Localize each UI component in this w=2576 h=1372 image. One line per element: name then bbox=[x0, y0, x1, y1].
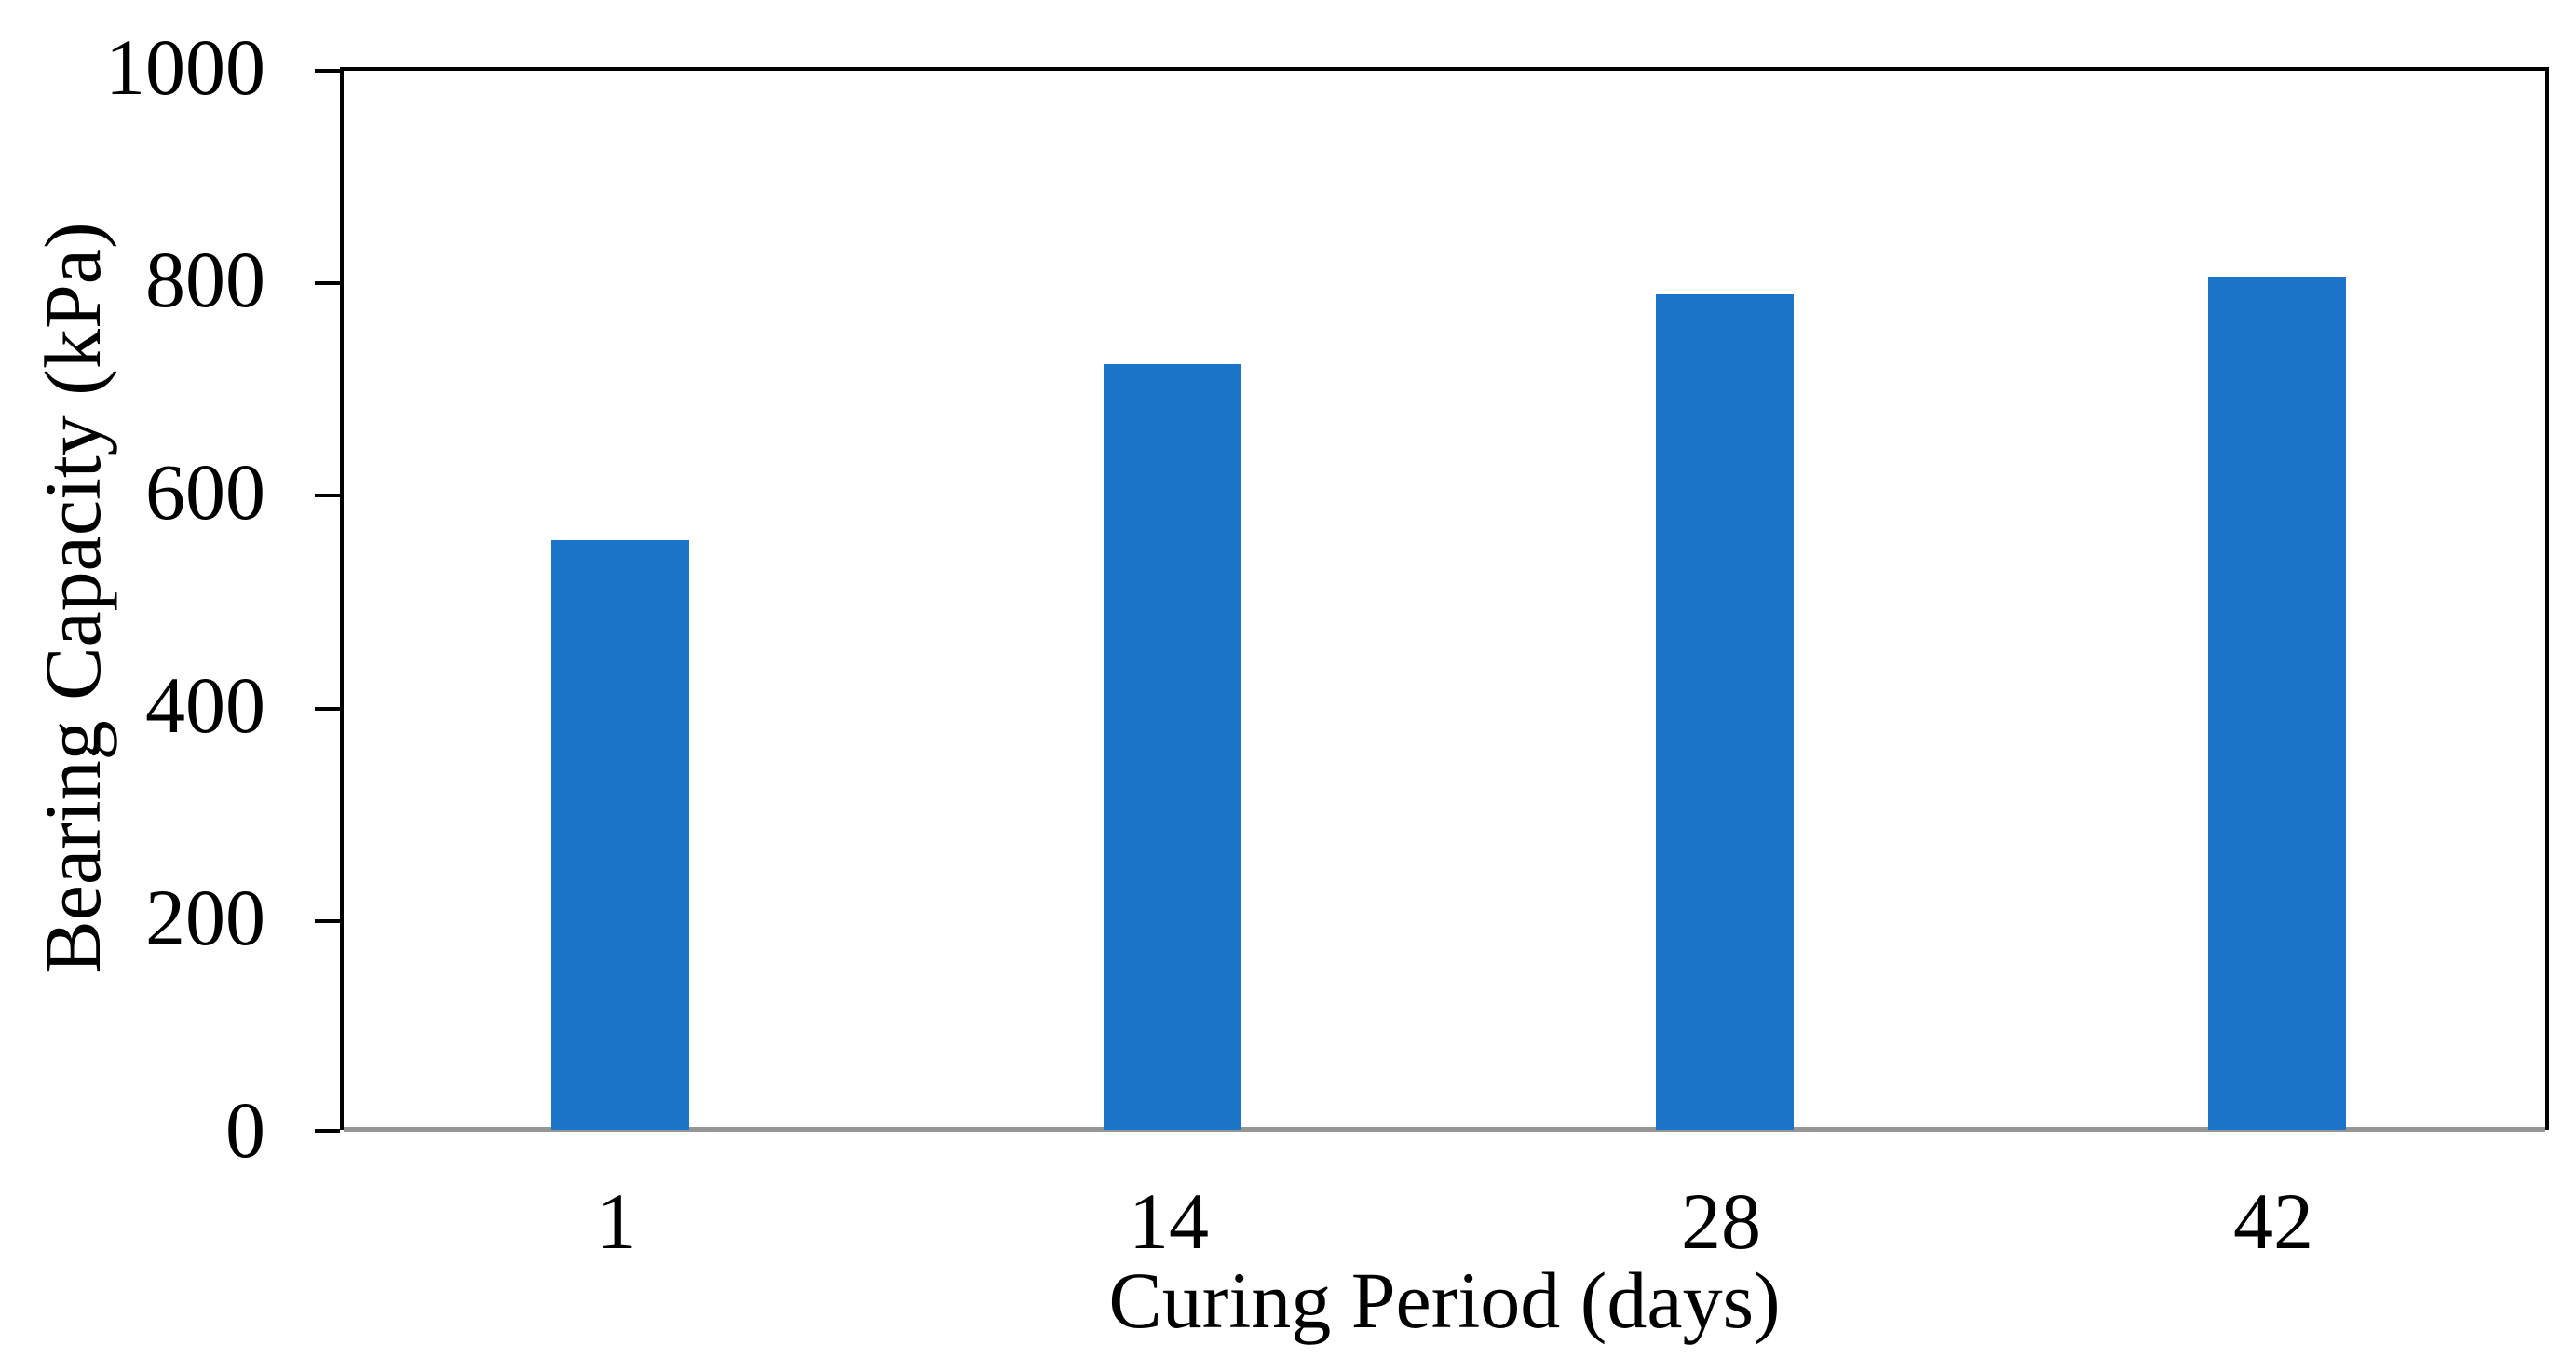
y-axis-tick bbox=[315, 494, 340, 498]
y-axis-tick bbox=[315, 69, 340, 73]
y-axis-tick bbox=[315, 1129, 340, 1133]
x-tick-label: 14 bbox=[1129, 1176, 1209, 1266]
y-tick-label: 200 bbox=[145, 872, 265, 962]
x-axis-baseline bbox=[344, 1127, 2545, 1132]
y-tick-label: 800 bbox=[145, 235, 265, 325]
x-axis-title: Curing Period (days) bbox=[1108, 1256, 1781, 1345]
x-tick-label: 42 bbox=[2233, 1176, 2313, 1266]
x-tick-label: 1 bbox=[596, 1176, 637, 1266]
plot-area bbox=[315, 67, 2549, 1133]
x-tick-label: 28 bbox=[1681, 1176, 1761, 1266]
y-tick-label: 1000 bbox=[105, 22, 265, 112]
y-axis-tick bbox=[315, 918, 340, 923]
y-axis-tick bbox=[315, 281, 340, 286]
y-tick-label: 0 bbox=[225, 1085, 265, 1175]
bar-14-days bbox=[1104, 364, 1241, 1130]
y-axis-tick bbox=[315, 706, 340, 711]
y-tick-label: 600 bbox=[145, 447, 265, 537]
y-tick-label: 400 bbox=[145, 659, 265, 750]
bar-28-days bbox=[1656, 294, 1794, 1130]
bar-1-days bbox=[551, 540, 689, 1130]
y-axis-title: Bearing Capacity (kPa) bbox=[28, 222, 117, 974]
bar-42-days bbox=[2208, 277, 2346, 1130]
